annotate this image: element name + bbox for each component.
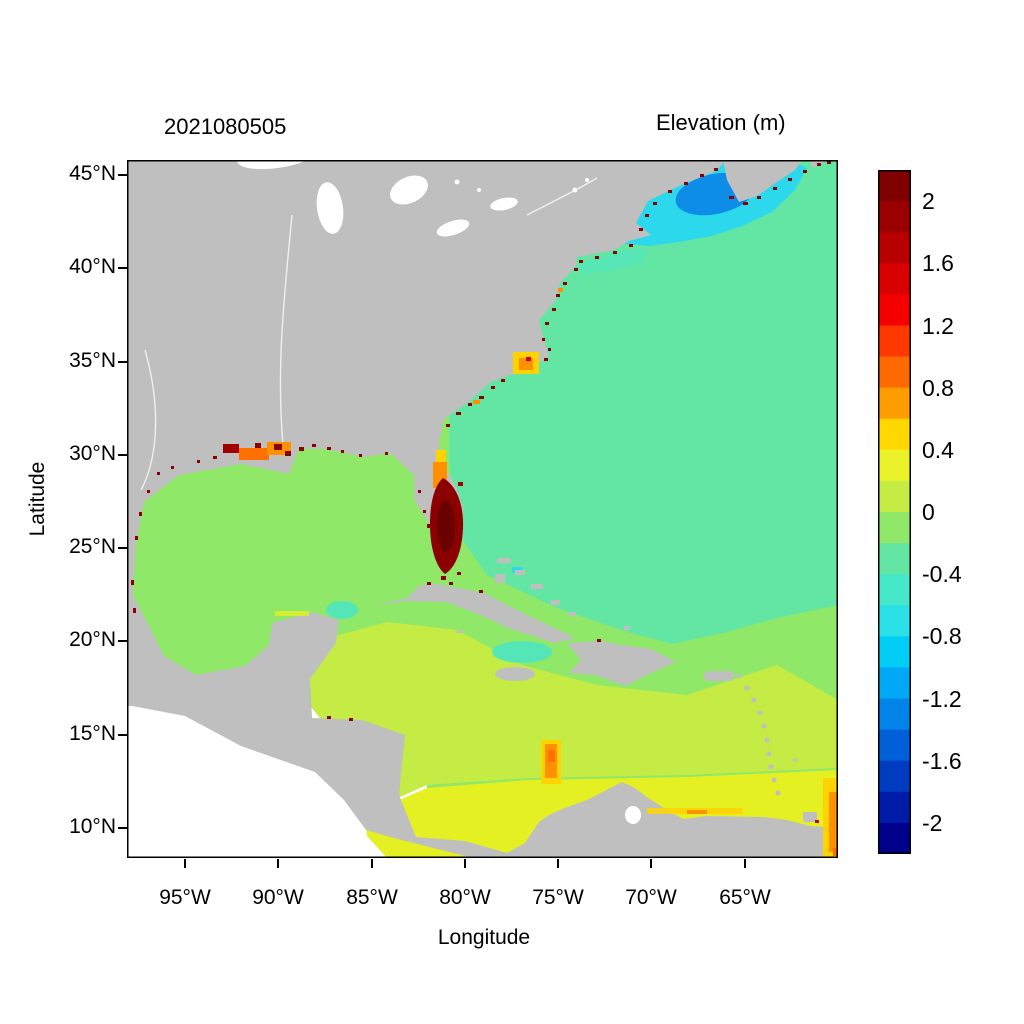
y-tick-label: 20°N	[69, 628, 116, 651]
colorbar-blocks	[878, 170, 911, 854]
colorbar-block	[878, 418, 911, 451]
colorbar-block	[878, 201, 911, 233]
colorbar-tick-label: 0.8	[922, 375, 954, 401]
y-tick-mark	[118, 547, 127, 549]
x-tick-mark	[277, 859, 279, 868]
hotspot-southeast-edge-strip	[823, 778, 838, 858]
x-tick-mark	[557, 859, 559, 868]
colorbar-block	[878, 387, 911, 420]
nova-scotia	[723, 160, 803, 202]
puerto-rico	[704, 671, 734, 681]
y-tick-label: 10°N	[69, 815, 116, 838]
y-tick-mark	[118, 267, 127, 269]
colorbar-block	[878, 543, 911, 575]
y-tick-label: 45°N	[69, 162, 116, 185]
cuba	[373, 584, 575, 643]
x-tick-mark	[371, 859, 373, 868]
islands	[373, 558, 817, 822]
x-tick-label: 70°W	[625, 886, 677, 909]
x-tick-label: 80°W	[439, 886, 491, 909]
colorbar-block	[878, 356, 911, 389]
colorbar-tick-label: 0.4	[922, 437, 954, 463]
colorbar-block	[878, 605, 911, 637]
colorbar-title: Elevation (m)	[656, 110, 786, 135]
y-tick-label: 35°N	[69, 349, 116, 372]
colorbar-block	[878, 574, 911, 606]
y-tick-mark	[118, 640, 127, 642]
colorbar-block	[878, 232, 911, 264]
x-tick-label: 65°W	[719, 886, 771, 909]
y-tick-label: 30°N	[69, 442, 116, 465]
y-tick-mark	[118, 454, 127, 456]
hispaniola	[567, 641, 676, 686]
plot-border	[127, 160, 838, 858]
colorbar-tick-label: -1.2	[922, 686, 962, 712]
x-tick-label: 90°W	[252, 886, 304, 909]
colorbar-tick-label: 0	[922, 499, 935, 525]
colorbar-block	[878, 636, 911, 668]
y-tick-mark	[118, 734, 127, 736]
hotspots-caribbean	[327, 582, 819, 823]
x-tick-mark	[464, 859, 466, 868]
caribbean-band	[287, 622, 838, 805]
y-tick-label: 15°N	[69, 722, 116, 745]
colorbar-block	[878, 480, 911, 513]
colorbar-block	[878, 791, 911, 824]
colorbar	[878, 170, 911, 854]
y-tick-mark	[118, 361, 127, 363]
x-tick-label: 75°W	[532, 886, 584, 909]
map-plot	[127, 142, 838, 858]
colorbar-block	[878, 449, 911, 482]
colorbar-border	[878, 170, 911, 854]
y-tick-mark	[118, 174, 127, 176]
x-tick-mark	[184, 859, 186, 868]
hotspots-midatlantic-northeast	[545, 161, 831, 325]
colorbar-tick-label: 1.2	[922, 313, 954, 339]
x-tick-mark	[650, 859, 652, 868]
timestamp-title: 2021080505	[164, 114, 287, 139]
x-tick-label: 95°W	[159, 886, 211, 909]
colorbar-tick-label: -1.6	[922, 748, 962, 774]
jamaica	[495, 667, 535, 681]
x-tick-mark	[744, 859, 746, 868]
colorbar-tick-label: -0.4	[922, 561, 962, 587]
y-tick-label: 25°N	[69, 535, 116, 558]
colorbar-tick-label: -0.8	[922, 623, 962, 649]
colorbar-block	[878, 698, 911, 731]
hotspots-southeast-coast	[446, 379, 505, 427]
colorbar-tick-label: 1.6	[922, 250, 954, 276]
colorbar-block	[878, 294, 911, 326]
colorbar-block	[878, 729, 911, 762]
hotspots-gulf-coast	[131, 442, 388, 616]
colorbar-block	[878, 667, 911, 700]
y-tick-label: 40°N	[69, 255, 116, 278]
x-tick-label: 85°W	[346, 886, 398, 909]
colorbar-block	[878, 325, 911, 358]
y-tick-mark	[118, 827, 127, 829]
hotspot-florida-blob	[418, 450, 464, 585]
x-axis-label: Longitude	[437, 926, 531, 949]
trinidad	[803, 812, 817, 822]
colorbar-tick-label: -2	[922, 810, 943, 836]
hotspot-pamlico	[513, 338, 551, 374]
colorbar-tick-label: 2	[922, 188, 935, 214]
colorbar-block	[878, 170, 911, 202]
elevation-map	[127, 142, 838, 858]
colorbar-block	[878, 512, 911, 544]
colorbar-block	[878, 822, 911, 854]
colorbar-block	[878, 263, 911, 295]
colorbar-block	[878, 760, 911, 793]
